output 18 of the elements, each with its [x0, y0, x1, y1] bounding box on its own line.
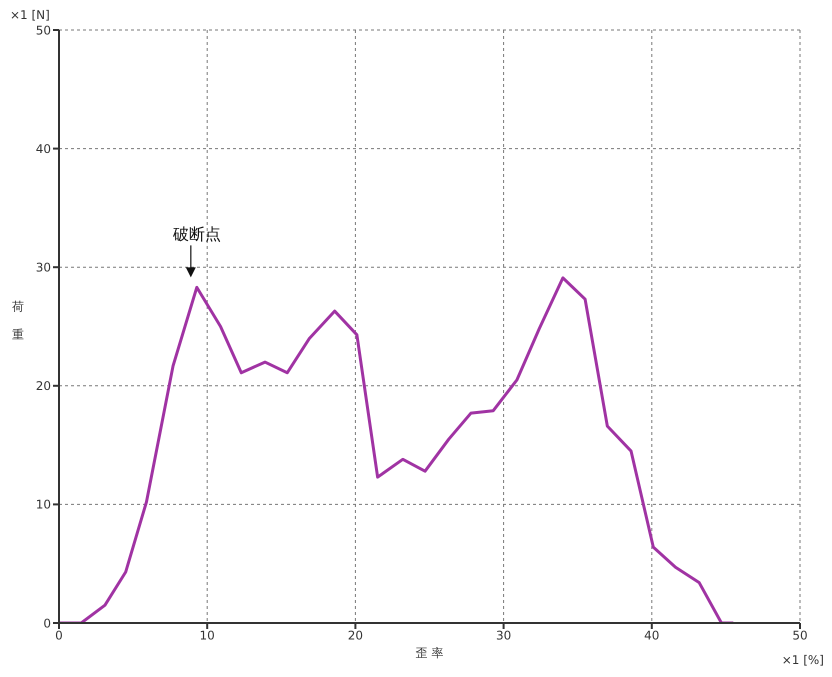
- x-tick-label: 10: [200, 628, 215, 643]
- text: ×1 [%]: [782, 653, 824, 667]
- y-tick-label: 20: [36, 379, 51, 394]
- x-tick-label: 50: [792, 628, 808, 643]
- x-tick-label: 30: [496, 628, 512, 643]
- y-tick-label: 0: [43, 616, 51, 630]
- y-tick-label: 40: [36, 142, 51, 156]
- x-axis-title: 歪 率: [416, 646, 444, 660]
- text: ×1 [N]: [10, 8, 50, 22]
- annotation: 破断点: [172, 224, 221, 244]
- x-tick-label: 0: [55, 628, 63, 643]
- line-series: [59, 276, 735, 623]
- y-tick-label: 50: [36, 23, 51, 38]
- y-tick-label: 30: [36, 260, 51, 274]
- x-tick-label: 40: [644, 628, 660, 643]
- y-axis-title: 荷重: [12, 300, 24, 342]
- y-tick-label: 10: [36, 498, 51, 512]
- x-tick-label: 20: [348, 628, 364, 643]
